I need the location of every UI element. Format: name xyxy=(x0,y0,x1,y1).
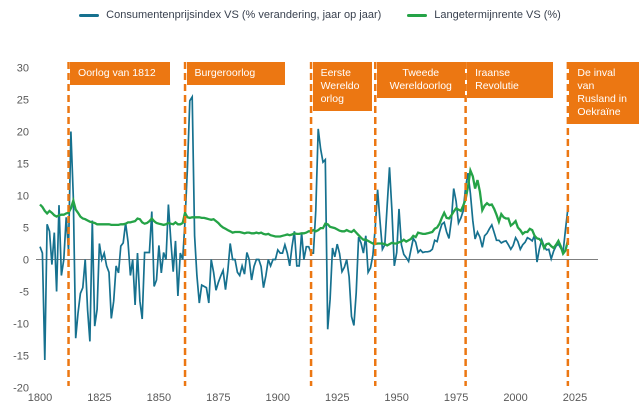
y-axis-tick-label: -5 xyxy=(19,287,29,299)
x-axis-tick-label: 2025 xyxy=(563,392,587,404)
interest-rate-series-line xyxy=(39,166,570,257)
y-axis-tick-label: 10 xyxy=(17,191,29,203)
y-axis-tick-label: 5 xyxy=(23,223,29,235)
y-axis-tick-label: 20 xyxy=(17,127,29,139)
x-axis-tick-label: 2000 xyxy=(503,392,527,404)
legend-label-cpi: Consumentenprijsindex VS (% verandering,… xyxy=(106,9,382,21)
y-axis-tick-label: -20 xyxy=(13,383,29,395)
x-axis-tick-label: 1900 xyxy=(266,392,290,404)
y-axis-tick-label: 15 xyxy=(17,159,29,171)
y-axis-tick-label: -15 xyxy=(13,351,29,363)
x-axis-tick-label: 1925 xyxy=(325,392,349,404)
x-axis-tick-label: 1950 xyxy=(384,392,408,404)
y-axis-tick-label: -10 xyxy=(13,319,29,331)
legend-label-rate: Langetermijnrente VS (%) xyxy=(434,9,561,21)
cpi-line-swatch xyxy=(79,13,100,17)
y-axis-tick-label: 0 xyxy=(23,255,29,267)
rate-line-swatch xyxy=(407,13,428,17)
y-axis-tick-label: 25 xyxy=(17,95,29,107)
cpi-series-line xyxy=(39,93,569,361)
y-axis-tick-label: 30 xyxy=(17,63,29,75)
legend-item-rate: Langetermijnrente VS (%) xyxy=(407,9,561,21)
x-axis-tick-label: 1975 xyxy=(444,392,468,404)
x-axis-tick-label: 1800 xyxy=(28,392,52,404)
x-axis-tick-label: 1850 xyxy=(147,392,171,404)
x-axis-tick-label: 1875 xyxy=(206,392,230,404)
chart-legend: Consumentenprijsindex VS (% verandering,… xyxy=(0,9,640,21)
legend-item-cpi: Consumentenprijsindex VS (% verandering,… xyxy=(79,9,381,21)
x-axis-tick-label: 1825 xyxy=(87,392,111,404)
